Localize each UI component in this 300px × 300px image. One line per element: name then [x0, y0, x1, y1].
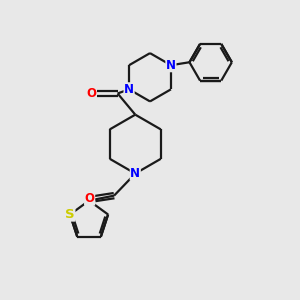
Text: O: O: [85, 192, 94, 205]
Text: N: N: [124, 83, 134, 96]
Text: S: S: [65, 208, 75, 221]
Text: O: O: [86, 87, 96, 100]
Text: N: N: [130, 167, 140, 180]
Text: N: N: [166, 59, 176, 72]
